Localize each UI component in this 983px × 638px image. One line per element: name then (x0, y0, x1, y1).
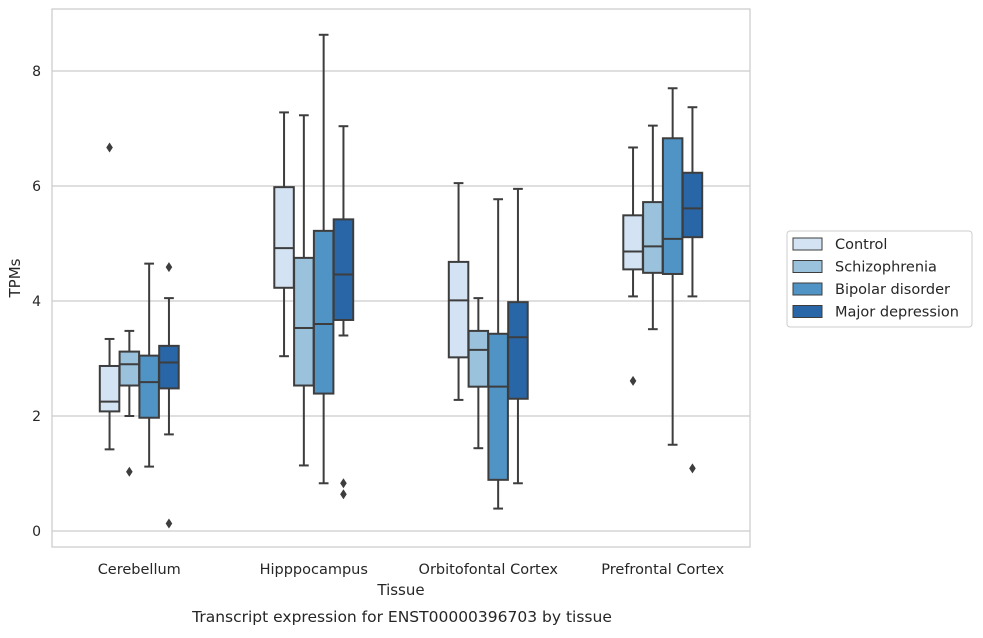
legend-swatch (792, 260, 823, 273)
legend-label: Control (835, 237, 887, 253)
box-bipolar-disorder (138, 262, 160, 468)
outlier-point (340, 489, 347, 500)
outlier-point (106, 142, 113, 153)
legend-label: Bipolar disorder (835, 282, 950, 298)
box-body (661, 137, 684, 275)
box-body (273, 186, 295, 289)
box-body (118, 350, 141, 387)
x-tick-layer: Cerebellum Hipppocampus Orbitofontal Corte… (98, 562, 725, 578)
box-bipolar-disorder (487, 198, 509, 510)
x-tick-label: Prefrontal Cortex (601, 562, 724, 578)
box-schizophrenia (642, 124, 664, 331)
legend-label: Schizophrenia (835, 260, 937, 276)
plot-frame (51, 8, 751, 548)
box-layer (98, 33, 704, 529)
box-body (332, 218, 355, 321)
box-body (158, 344, 180, 390)
legend: Control Schizophrenia Bipolar disorder Majo… (786, 230, 973, 328)
x-axis-label: Tissue (376, 581, 424, 599)
box-control (447, 182, 470, 401)
box-major-depression (681, 106, 704, 474)
legend-swatch (792, 237, 823, 251)
legend-frame (786, 230, 973, 328)
outlier-point (689, 463, 696, 474)
x-tick-label: Hipppocampus (260, 562, 368, 578)
box-body (681, 171, 704, 239)
box-body (293, 256, 315, 387)
box-control (273, 111, 295, 358)
box-schizophrenia (467, 297, 490, 450)
outlier-point (165, 262, 173, 273)
y-axis-label: TPMs (6, 258, 24, 298)
box-control (98, 142, 121, 451)
figure-caption: Transcript expression for ENST0000039670… (191, 608, 612, 626)
legend-swatch (792, 282, 823, 296)
y-tick-label: 0 (32, 524, 41, 540)
x-tick-label: Cerebellum (98, 562, 181, 578)
y-tick-label: 4 (32, 294, 41, 310)
y-tick-label: 6 (32, 179, 41, 195)
outlier-point (340, 478, 347, 489)
box-body (642, 201, 664, 274)
box-body (447, 260, 470, 359)
plot-background (52, 9, 750, 547)
box-body (467, 329, 490, 388)
x-tick-label: Orbitofontal Cortex (419, 562, 559, 578)
box-body (507, 301, 529, 400)
box-control (622, 146, 644, 386)
outlier-point (126, 466, 133, 477)
legend-items: Control Schizophrenia Bipolar disorder Majo… (792, 237, 959, 321)
box-bipolar-disorder (661, 87, 684, 446)
y-tick-layer: 0 2 4 6 8 (32, 64, 41, 540)
box-body (98, 364, 121, 413)
box-body (487, 332, 509, 481)
box-body (622, 214, 644, 271)
box-major-depression (507, 187, 529, 485)
legend-label: Major depression (835, 305, 959, 321)
box-body (312, 229, 335, 395)
legend-swatch (792, 305, 823, 318)
outlier-point (165, 518, 173, 529)
box-major-depression (332, 125, 355, 500)
outlier-point (629, 375, 637, 386)
y-tick-label: 8 (32, 64, 41, 80)
box-major-depression (158, 262, 180, 529)
box-body (138, 354, 160, 419)
y-tick-label: 2 (32, 409, 41, 425)
